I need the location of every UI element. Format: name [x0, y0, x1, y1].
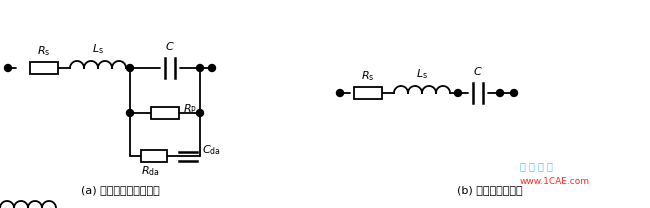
Circle shape: [209, 64, 216, 72]
Circle shape: [127, 64, 133, 72]
Bar: [30, 62, 58, 74]
Text: 仿 真 在 线: 仿 真 在 线: [520, 161, 553, 171]
Bar: [141, 150, 167, 162]
Text: $R_\mathrm{s}$: $R_\mathrm{s}$: [361, 69, 375, 83]
Circle shape: [196, 64, 203, 72]
Text: $C$: $C$: [165, 40, 175, 52]
Circle shape: [127, 109, 133, 116]
Text: $R_\mathrm{da}$: $R_\mathrm{da}$: [140, 164, 159, 178]
Text: www.1CAE.com: www.1CAE.com: [520, 177, 590, 187]
Circle shape: [454, 89, 462, 97]
Circle shape: [337, 89, 343, 97]
Text: (a) 电容器实际等效电路: (a) 电容器实际等效电路: [81, 185, 159, 195]
Text: $R_\mathrm{P}$: $R_\mathrm{P}$: [183, 102, 197, 116]
Text: $C$: $C$: [473, 65, 483, 77]
Circle shape: [510, 89, 517, 97]
Text: $L_\mathrm{s}$: $L_\mathrm{s}$: [416, 67, 428, 81]
Circle shape: [196, 109, 203, 116]
Bar: [354, 87, 382, 99]
Text: $L_\mathrm{s}$: $L_\mathrm{s}$: [92, 42, 104, 56]
Circle shape: [497, 89, 504, 97]
Circle shape: [5, 64, 12, 72]
Text: (b) 电容器简化模型: (b) 电容器简化模型: [457, 185, 523, 195]
Text: $C_\mathrm{da}$: $C_\mathrm{da}$: [202, 143, 221, 157]
Bar: [151, 107, 179, 119]
Text: $R_\mathrm{s}$: $R_\mathrm{s}$: [37, 44, 51, 58]
